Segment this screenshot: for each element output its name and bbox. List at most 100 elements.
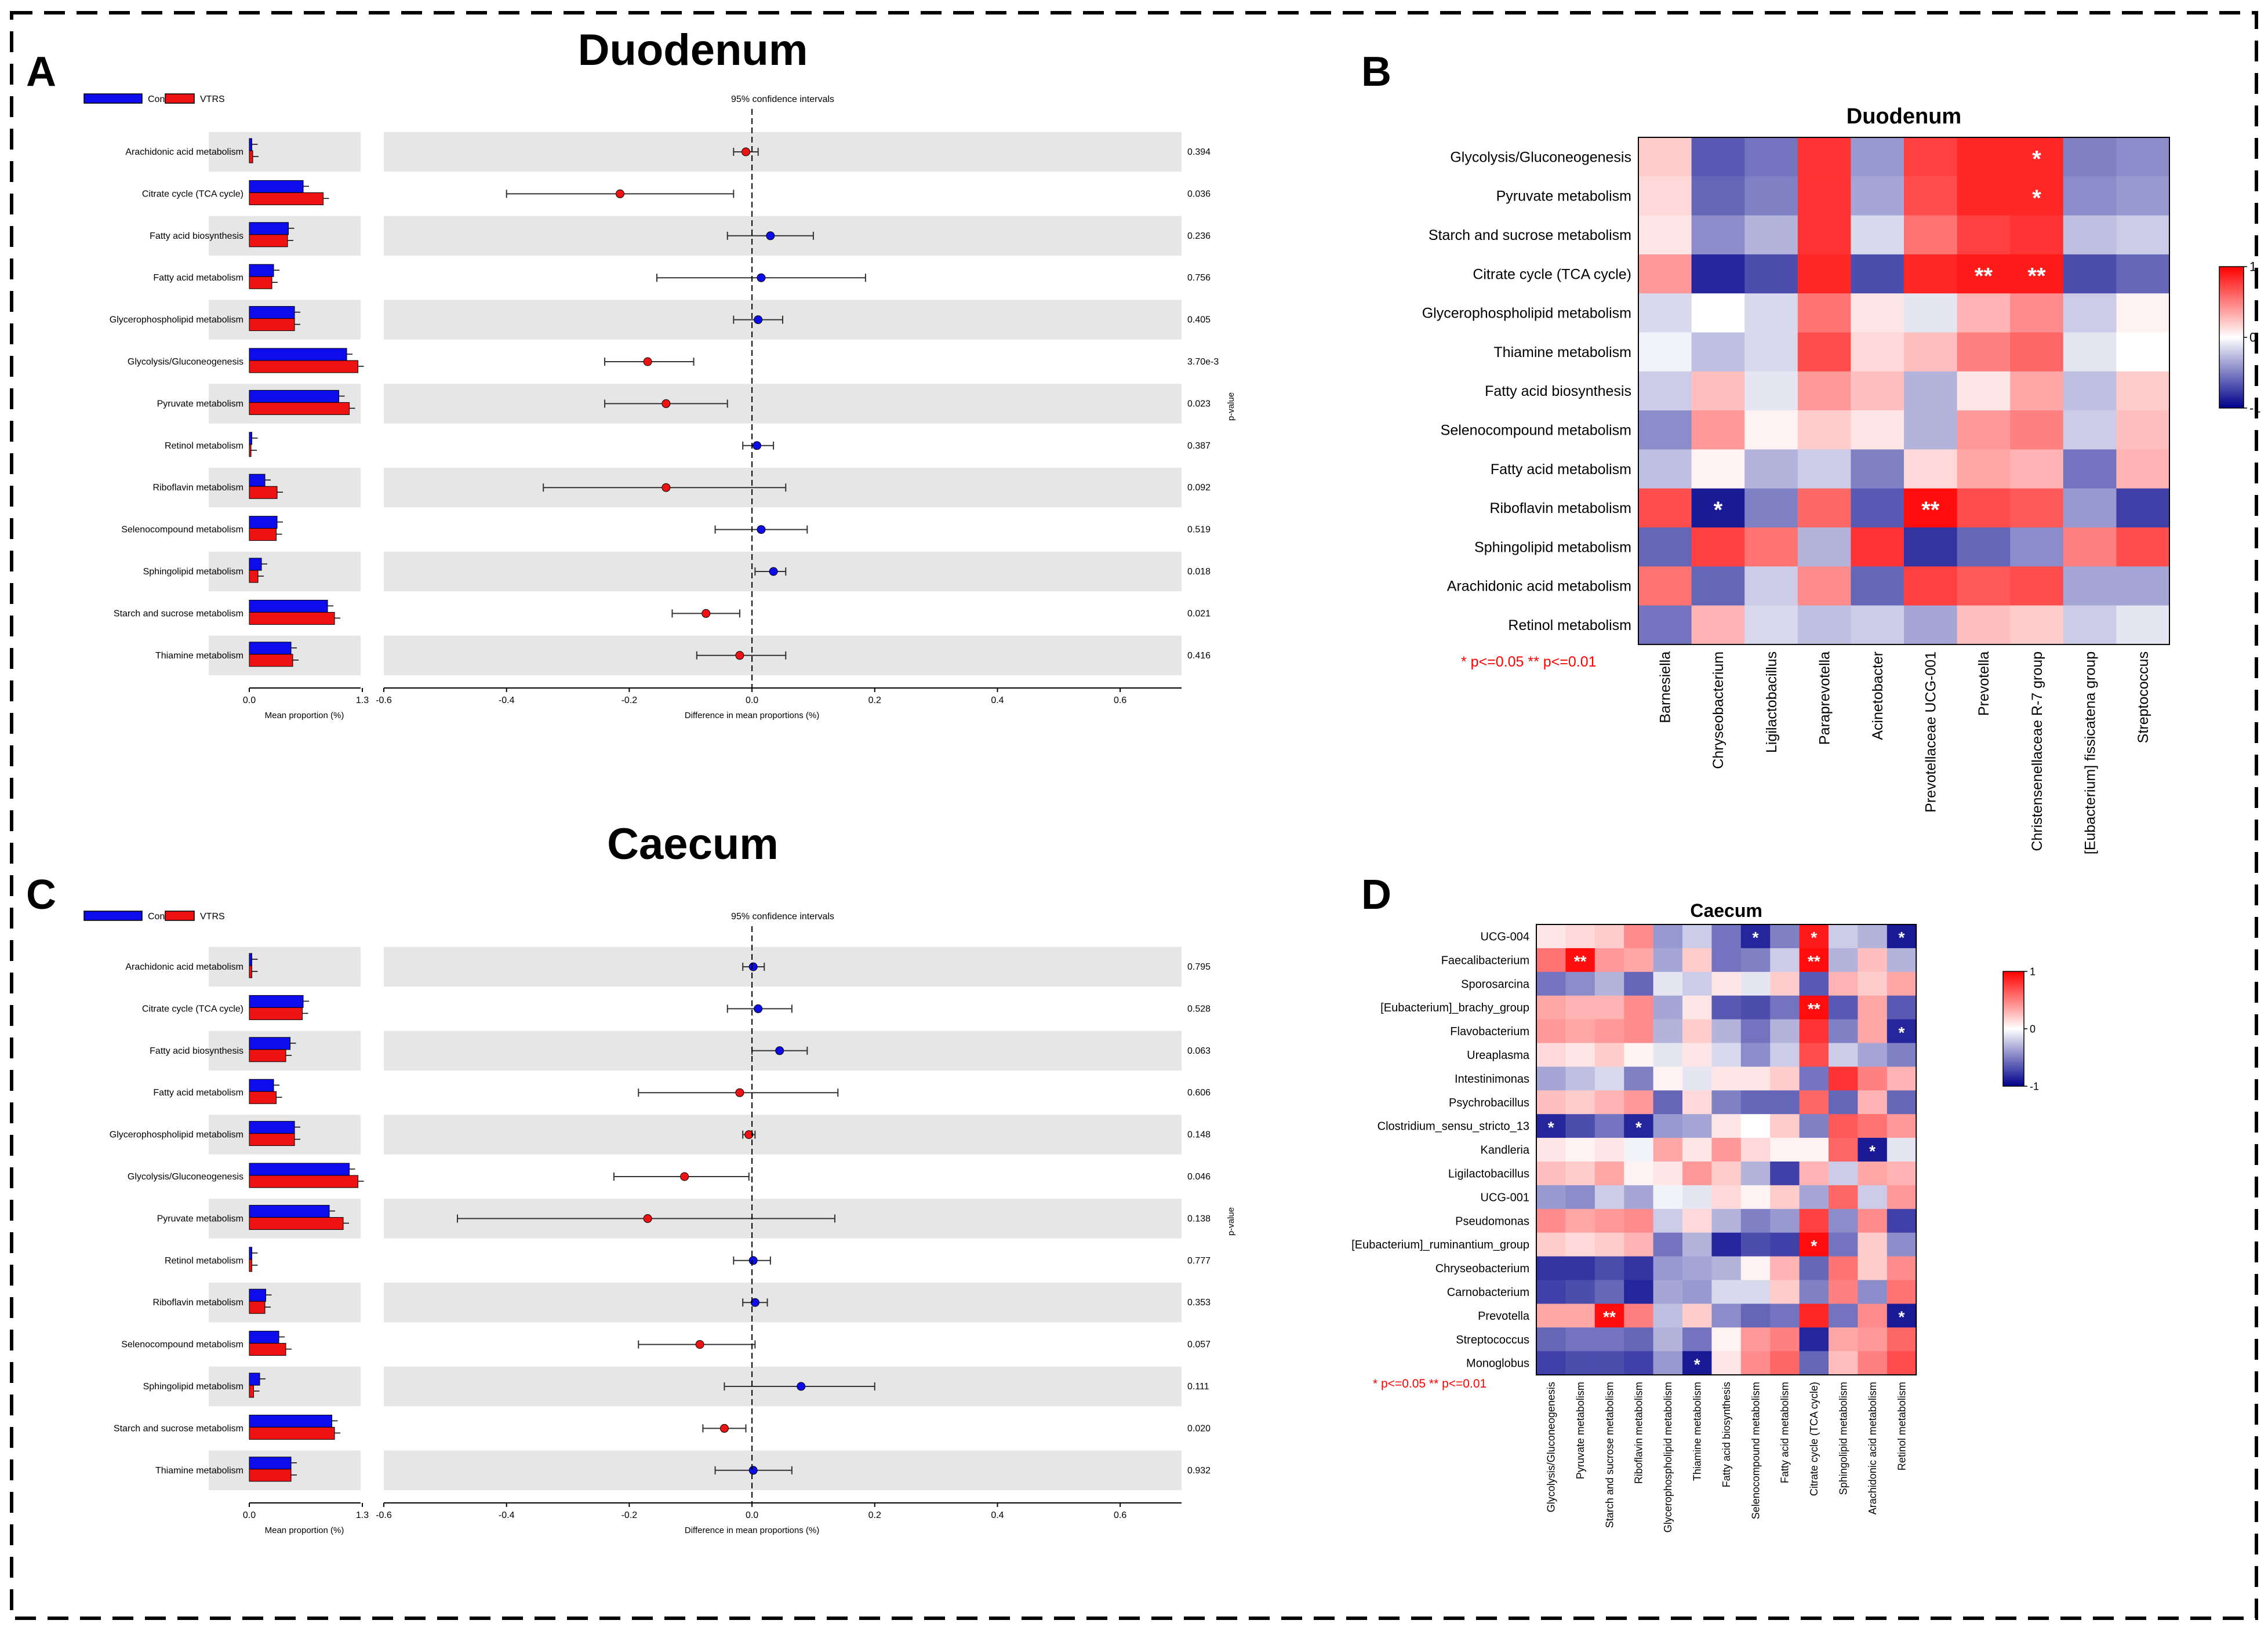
heatmap-column-label: Selenocompound metabolism: [1750, 1382, 1761, 1519]
heatmap-cell: [2063, 488, 2117, 528]
diff-x-tick-label: 0.2: [868, 1510, 881, 1520]
heatmap-cell: [1624, 1304, 1654, 1328]
heatmap-cell: [1851, 293, 1904, 333]
heatmap-cell: [1653, 1138, 1683, 1162]
heatmap-cell: [1887, 1351, 1917, 1375]
heatmap-cell: [1536, 1162, 1566, 1186]
heatmap-cell: [1829, 971, 1858, 996]
heatmap-cell: [1624, 1114, 1654, 1138]
bar-vtrs: [249, 192, 324, 205]
heatmap-cell: [1797, 449, 1851, 489]
heatmap-cell: [1858, 948, 1888, 973]
heatmap-cell: [2116, 566, 2170, 606]
heatmap-cell: [1770, 1232, 1800, 1257]
heatmap-cell: [1858, 1019, 1888, 1043]
heatmap-cell: [2063, 293, 2117, 333]
heatmap-cell: [1851, 332, 1904, 372]
bar-control: [249, 642, 292, 655]
heatmap-cell: [2116, 488, 2170, 528]
heatmap-cell: [1957, 527, 2011, 567]
heatmap-cell: [1682, 1280, 1712, 1304]
heatmap-cell: [1536, 948, 1566, 973]
category-label: Starch and sucrose metabolism: [114, 609, 243, 618]
heatmap-cell: [1744, 566, 1798, 606]
bar-vtrs: [249, 234, 288, 247]
bar-control: [249, 1372, 260, 1386]
heatmap-row-label: Riboflavin metabolism: [1489, 500, 1631, 516]
heatmap-cell: [1691, 293, 1745, 333]
heatmap-cell: [1624, 971, 1654, 996]
heatmap-cell: [1565, 971, 1595, 996]
heatmap-cell: [1740, 1232, 1771, 1257]
heatmap-cell: [1740, 1019, 1771, 1043]
heatmap-cell: [1829, 1208, 1858, 1233]
heatmap-row-label: UCG-004: [1481, 930, 1529, 943]
heatmap-cell: [1682, 1162, 1712, 1186]
heatmap-cell: [1887, 1232, 1917, 1257]
significance-star: *: [2032, 185, 2041, 211]
p-value: 0.606: [1187, 1088, 1211, 1098]
heatmap-column-label: [Eubacterium] fissicatena group: [2082, 651, 2098, 854]
p-value: 0.148: [1187, 1130, 1211, 1140]
heatmap-cell: [2116, 449, 2170, 489]
heatmap-cell: [1711, 1280, 1742, 1304]
heatmap-cell: [1624, 1280, 1654, 1304]
heatmap-cell: [2010, 176, 2064, 216]
diff-x-tick-label: -0.4: [499, 696, 515, 705]
heatmap-cell: [1653, 1351, 1683, 1375]
heatmap-cell: [1799, 1304, 1829, 1328]
heatmap-cell: [1904, 566, 1958, 606]
heatmap-cell: [1887, 1256, 1917, 1280]
heatmap-cell: [1770, 1138, 1800, 1162]
bar-control: [249, 138, 252, 151]
p-value: 0.018: [1187, 567, 1211, 577]
heatmap-cell: [1536, 1256, 1566, 1280]
difference-point: [695, 1340, 704, 1349]
p-value: 0.387: [1187, 441, 1211, 451]
heatmap-cell: [1536, 1090, 1566, 1115]
bar-vtrs: [249, 486, 278, 499]
heatmap-row-label: [Eubacterium]_brachy_group: [1380, 1002, 1529, 1014]
heatmap-cell: [1799, 1280, 1829, 1304]
heatmap-cell: [1711, 924, 1742, 949]
heatmap-cell: [1904, 527, 1958, 567]
category-label: Sphingolipid metabolism: [143, 567, 243, 577]
heatmap-cell: [2116, 137, 2170, 177]
difference-point: [662, 399, 671, 408]
bar-control: [249, 348, 347, 361]
significance-note: * p<=0.05 ** p<=0.01: [1461, 654, 1597, 670]
heatmap-cell: [2010, 215, 2064, 255]
heatmap-cell: [1957, 215, 2011, 255]
heatmap-cell: [1957, 410, 2011, 450]
heatmap-cell: [1536, 1208, 1566, 1233]
heatmap-cell: [1638, 410, 1692, 450]
heatmap-cell: [1536, 1304, 1566, 1328]
heatmap-column-label: Christensenellaceae R-7 group: [2029, 651, 2045, 851]
heatmap-cell: [1594, 1138, 1624, 1162]
heatmap-cell: [1744, 527, 1798, 567]
heatmap-cell: [1638, 293, 1692, 333]
heatmap-cell: [1638, 215, 1692, 255]
heatmap-cell: [2010, 293, 2064, 333]
heatmap-cell: [1653, 1256, 1683, 1280]
heatmap-cell: [1829, 1019, 1858, 1043]
heatmap-cell: [2063, 371, 2117, 411]
heatmap-cell: [1594, 1327, 1624, 1352]
heatmap-cell: [2116, 371, 2170, 411]
heatmap-cell: [1851, 449, 1904, 489]
heatmap-row-label: Glycerophospholipid metabolism: [1422, 305, 1631, 322]
heatmap-cell: [1682, 1043, 1712, 1067]
heatmap-cell: [1594, 1256, 1624, 1280]
significance-star: **: [1808, 1000, 1820, 1018]
p-value: 0.405: [1187, 315, 1211, 325]
heatmap-cell: [1594, 1185, 1624, 1210]
heatmap-cell: [1799, 1066, 1829, 1091]
difference-point: [735, 651, 744, 660]
bar-control: [249, 995, 304, 1008]
heatmap-cell: [1653, 1090, 1683, 1115]
heatmap-cell: [1799, 1327, 1829, 1352]
heatmap-cell: [1740, 948, 1771, 973]
colorbar-tick-label: 1: [2030, 966, 2036, 977]
heatmap-cell: [1829, 948, 1858, 973]
